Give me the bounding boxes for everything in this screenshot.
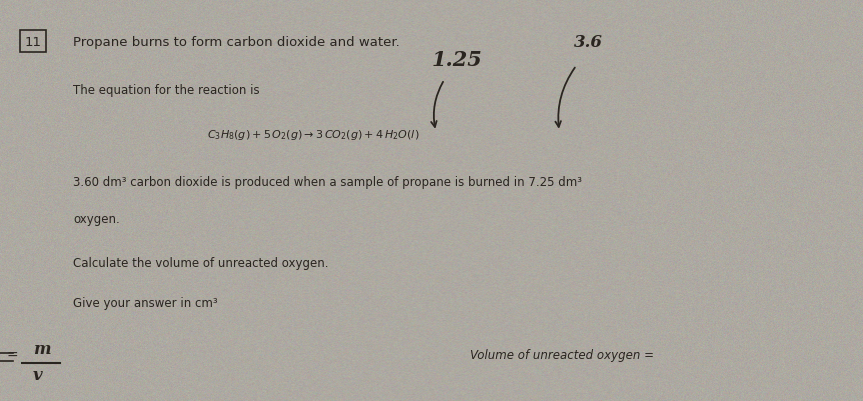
Text: =: = bbox=[7, 348, 18, 362]
Text: Propane burns to form carbon dioxide and water.: Propane burns to form carbon dioxide and… bbox=[73, 36, 400, 49]
Text: m: m bbox=[33, 340, 50, 357]
Text: 1.25: 1.25 bbox=[432, 50, 482, 70]
Text: $C_3H_8(g) + 5\,O_2(g) \rightarrow 3\,CO_2(g) + 4\,H_2O(l)$: $C_3H_8(g) + 5\,O_2(g) \rightarrow 3\,CO… bbox=[207, 128, 419, 141]
Text: v: v bbox=[33, 367, 42, 383]
Text: Give your answer in cm³: Give your answer in cm³ bbox=[73, 296, 218, 309]
Text: 3.6: 3.6 bbox=[574, 34, 603, 51]
Text: 3.60 dm³ carbon dioxide is produced when a sample of propane is burned in 7.25 d: 3.60 dm³ carbon dioxide is produced when… bbox=[73, 176, 583, 189]
Text: Calculate the volume of unreacted oxygen.: Calculate the volume of unreacted oxygen… bbox=[73, 256, 329, 269]
Text: The equation for the reaction is: The equation for the reaction is bbox=[73, 84, 260, 97]
Text: oxygen.: oxygen. bbox=[73, 212, 120, 225]
Text: Volume of unreacted oxygen =: Volume of unreacted oxygen = bbox=[470, 348, 654, 361]
Text: 11: 11 bbox=[24, 36, 41, 49]
